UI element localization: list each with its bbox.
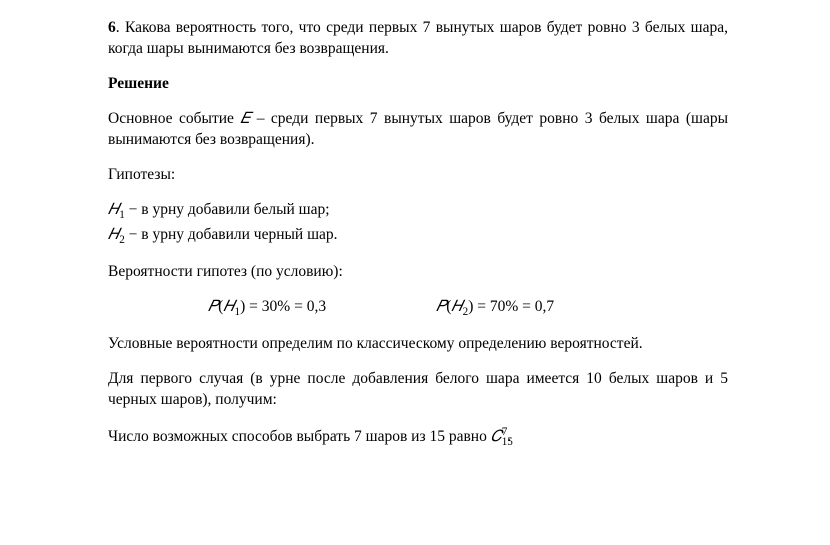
ways-prefix: Число возможных способов выбрать 7 шаров… <box>108 428 491 445</box>
prob-intro: Вероятности гипотез (по условию): <box>108 262 728 283</box>
problem-text: . Какова вероятность того, что среди пер… <box>108 19 728 57</box>
eq2-pct: 70% <box>490 298 518 315</box>
cond-prob-text: Условные вероятности определим по класси… <box>108 334 728 355</box>
eq1-H: 𝐻 <box>223 298 234 315</box>
hypothesis-2-text: − в урну добавили черный шар. <box>125 226 338 243</box>
equation-row: 𝑃(𝐻1) = 30% = 0,3 𝑃(𝐻2) = 70% = 0,7 <box>108 297 728 320</box>
problem-statement: 6. Какова вероятность того, что среди пе… <box>108 18 728 60</box>
ways-C: 𝐶 <box>491 428 502 445</box>
hypotheses-label: Гипотезы: <box>108 165 728 186</box>
main-event-para: Основное событие 𝐸 – среди первых 7 выну… <box>108 109 728 151</box>
case1-text: Для первого случая (в урне после добавле… <box>108 369 728 411</box>
ways-binom: 𝐶157 <box>491 428 508 445</box>
eq2-eq: = <box>473 298 490 315</box>
main-event-prefix: Основное событие <box>108 110 240 127</box>
eq2-eq2: = <box>518 298 535 315</box>
eq2-P: 𝑃 <box>436 298 446 315</box>
problem-number: 6 <box>108 19 116 36</box>
hypothesis-2: 𝐻2 − в урну добавили черный шар. <box>108 225 728 248</box>
equation-1: 𝑃(𝐻1) = 30% = 0,3 <box>208 297 326 320</box>
hypothesis-1: 𝐻1 − в урну добавили белый шар; <box>108 200 728 223</box>
eq2-val: 0,7 <box>535 298 554 315</box>
eq2-H: 𝐻 <box>451 298 462 315</box>
ways-para: Число возможных способов выбрать 7 шаров… <box>108 425 728 450</box>
eq1-eq: = <box>245 298 262 315</box>
hypothesis-1-var: 𝐻 <box>108 201 119 218</box>
eq1-pct: 30% <box>262 298 290 315</box>
equation-2: 𝑃(𝐻2) = 70% = 0,7 <box>436 297 554 320</box>
solution-header: Решение <box>108 74 728 95</box>
eq1-eq2: = <box>290 298 307 315</box>
eq1-P: 𝑃 <box>208 298 218 315</box>
main-event-var: 𝐸 <box>240 110 250 127</box>
eq1-val: 0,3 <box>307 298 326 315</box>
ways-suffix: . <box>507 428 511 445</box>
hypothesis-2-var: 𝐻 <box>108 226 119 243</box>
hypothesis-1-text: − в урну добавили белый шар; <box>125 201 330 218</box>
